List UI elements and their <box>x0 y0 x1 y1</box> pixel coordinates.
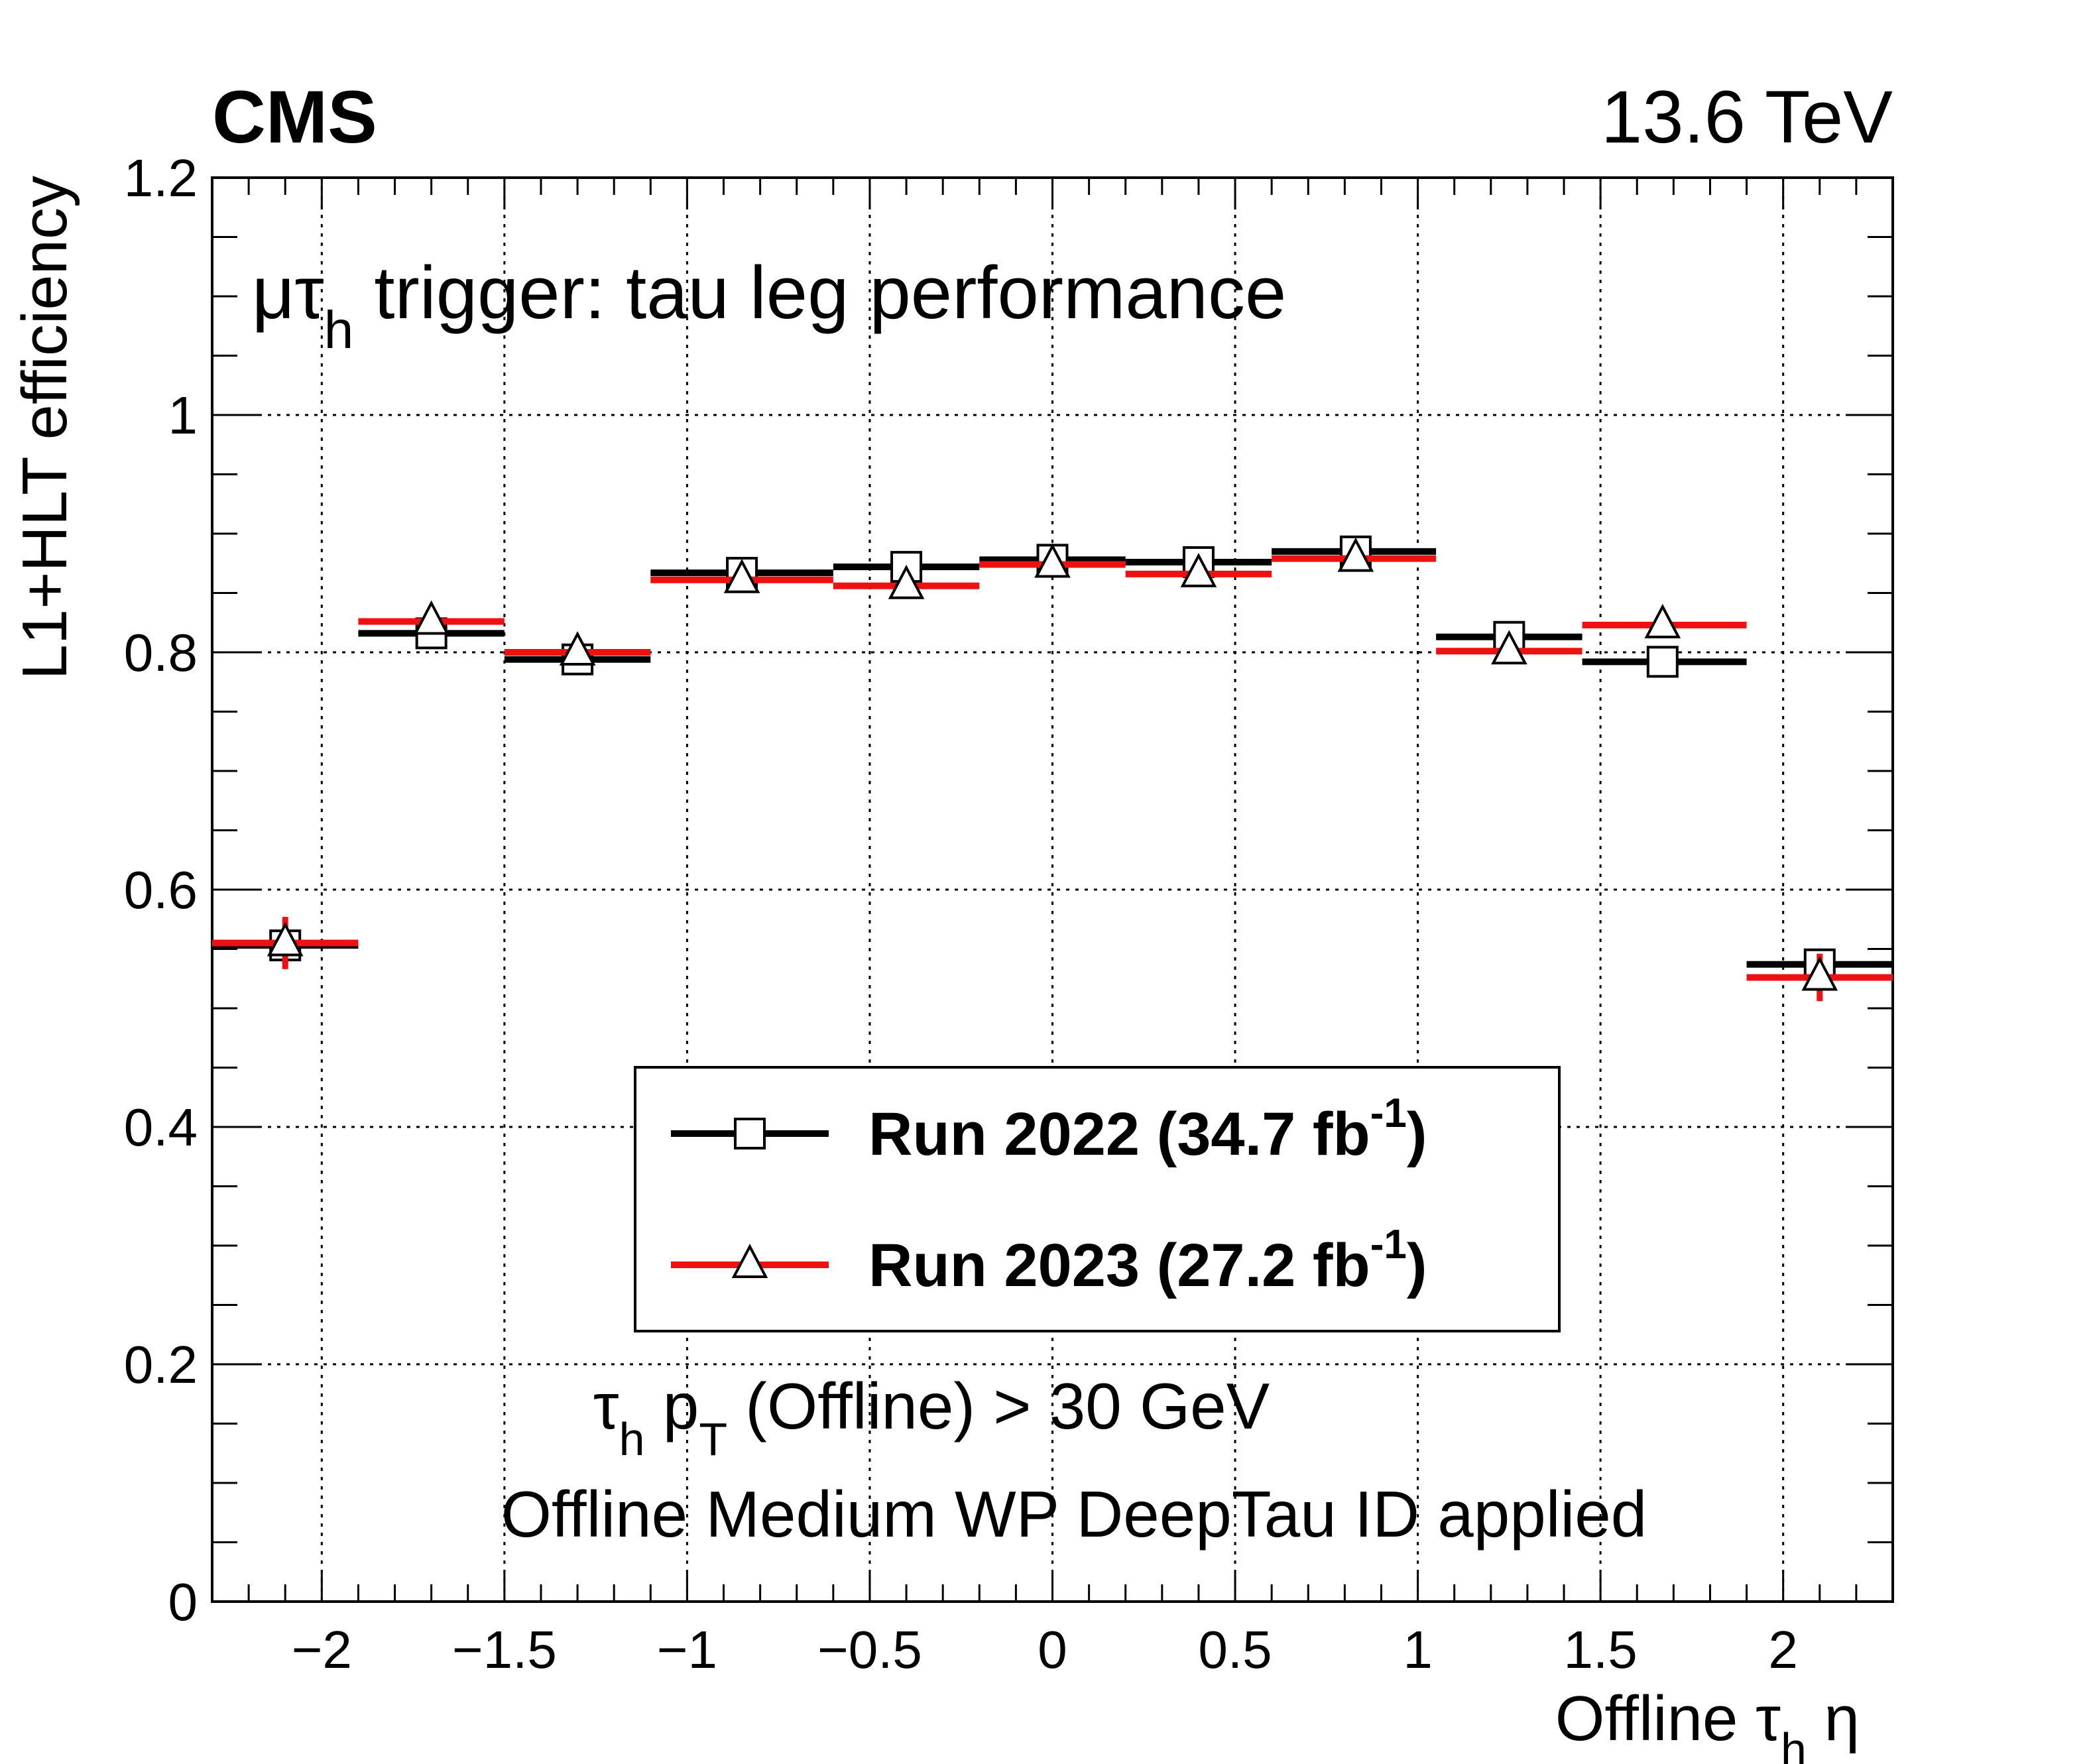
trigger-title: μτh trigger: tau leg performance <box>252 251 1286 359</box>
x-axis-title: Offline τh η <box>1555 1683 1860 1764</box>
y-tick-label: 1.2 <box>124 148 198 207</box>
legend-entry: Run 2023 (27.2 fb-1) <box>671 1222 1427 1299</box>
x-tick-label: 1 <box>1403 1620 1433 1679</box>
y-axis-title: L1+HLT efficiency <box>9 176 80 679</box>
legend-entry: Run 2022 (34.7 fb-1) <box>671 1090 1427 1168</box>
data-point <box>559 631 596 666</box>
legend-marker <box>734 1118 766 1149</box>
data-layer <box>212 535 1893 1002</box>
y-tick-label: 0.6 <box>124 860 198 919</box>
x-tick-label: 2 <box>1768 1620 1798 1679</box>
legend-marker <box>731 1244 768 1278</box>
data-point <box>1644 603 1681 638</box>
energy-label: 13.6 TeV <box>1601 76 1893 158</box>
data-point <box>267 921 304 957</box>
data-point <box>1180 552 1217 587</box>
data-point <box>1646 646 1679 678</box>
y-tick-label: 0.8 <box>124 623 198 682</box>
x-tick-label: 1.5 <box>1564 1620 1638 1679</box>
y-tick-labels: 0 0.2 0.4 0.6 0.8 1 1.2 <box>124 148 198 1631</box>
y-tick-label: 0 <box>168 1572 198 1631</box>
x-tick-label: −1 <box>657 1620 717 1679</box>
axis-ticks <box>211 176 1894 1603</box>
x-tick-label: 0 <box>1038 1620 1067 1679</box>
data-point <box>723 558 760 593</box>
x-tick-label: −1.5 <box>452 1620 557 1679</box>
pt-cut-note: τh pT (Offline) > 30 GeV <box>593 1370 1270 1465</box>
x-tick-label: 0.5 <box>1198 1620 1272 1679</box>
x-tick-label: −2 <box>292 1620 352 1679</box>
x-tick-labels: −2 −1.5 −1 −0.5 0 0.5 1 1.5 2 <box>292 1620 1798 1679</box>
experiment-label: CMS <box>212 76 377 158</box>
data-point <box>1491 630 1527 665</box>
series-run-2023 <box>212 537 1893 1002</box>
data-point <box>1337 537 1374 572</box>
data-point <box>888 564 925 599</box>
y-tick-label: 0.4 <box>124 1098 198 1157</box>
y-tick-label: 0.2 <box>124 1335 198 1394</box>
x-tick-label: −0.5 <box>817 1620 922 1679</box>
legend-box <box>634 1066 1561 1332</box>
y-tick-label: 1 <box>168 386 198 445</box>
data-point <box>413 600 449 635</box>
legend-label: Run 2023 (27.2 fb-1) <box>868 1222 1427 1299</box>
data-point <box>1034 543 1071 578</box>
data-point <box>1801 956 1838 991</box>
legend: Run 2022 (34.7 fb-1) Run 2023 (27.2 fb-1) <box>634 1066 1561 1332</box>
legend-label: Run 2022 (34.7 fb-1) <box>868 1090 1427 1168</box>
id-note: Offline Medium WP DeepTau ID applied <box>501 1478 1647 1551</box>
